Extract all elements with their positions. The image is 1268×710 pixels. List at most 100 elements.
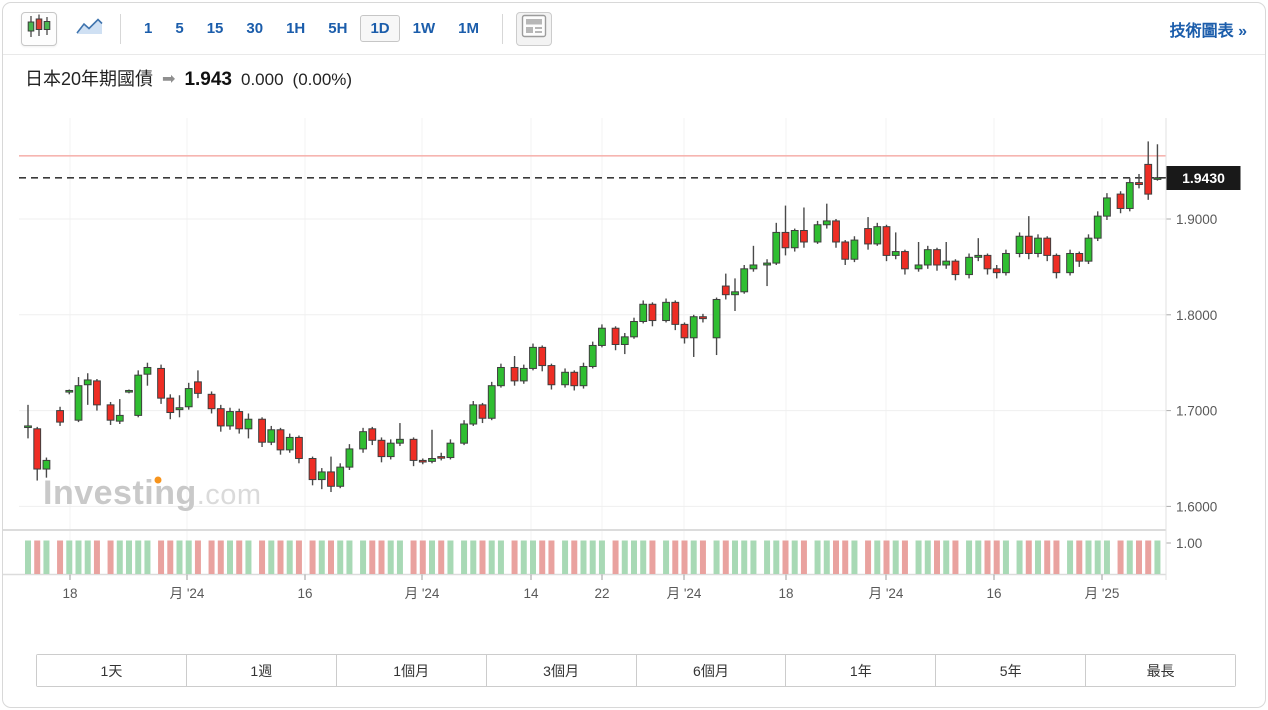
volume-bar	[589, 540, 596, 574]
arrow-right-icon: ➡	[162, 71, 176, 88]
candlestick-icon	[25, 12, 53, 45]
interval-1h[interactable]: 1H	[286, 20, 306, 37]
candle-body	[166, 397, 175, 414]
y-axis-label: 1.8000	[1176, 308, 1217, 323]
volume-bar	[447, 540, 454, 574]
volume-bar	[438, 540, 445, 574]
candle-body	[317, 471, 326, 481]
interval-1m[interactable]: 1M	[458, 20, 479, 37]
price-chart[interactable]: 1.9000 1.8000 1.7000 1.6000 1.00 Investing.co…	[3, 109, 1265, 623]
volume-bar	[1126, 540, 1133, 574]
volume-bar	[640, 540, 647, 574]
candle-body	[33, 428, 42, 470]
volume-bar	[369, 540, 376, 574]
range-button-6[interactable]: 5年	[936, 655, 1087, 686]
volume-bar	[548, 540, 555, 574]
candle-body	[143, 366, 152, 375]
x-axis-label: 18	[62, 586, 77, 601]
volume-bar	[286, 540, 293, 574]
volume-bar	[966, 540, 973, 574]
candle-body	[437, 456, 446, 459]
candle-body	[671, 301, 680, 325]
candle-body	[157, 367, 165, 399]
volume-bar	[1025, 540, 1032, 574]
interval-30[interactable]: 30	[246, 20, 264, 37]
volume-bar	[901, 540, 908, 574]
volume-bar	[915, 540, 922, 574]
volume-bar	[924, 540, 931, 574]
volume-bar	[1085, 540, 1092, 574]
volume-bar	[126, 540, 132, 574]
candle-body	[175, 407, 184, 411]
volume-bar	[268, 540, 275, 574]
volume-bar	[823, 540, 830, 574]
range-button-0[interactable]: 1天	[37, 655, 187, 686]
volume-bar	[57, 540, 64, 574]
volume-bar	[713, 540, 720, 574]
volume-bar	[470, 540, 477, 574]
volume-bar	[649, 540, 656, 574]
volume-bar	[571, 540, 578, 574]
volume-bar	[993, 540, 1000, 574]
candle-body	[841, 241, 850, 260]
interval-1[interactable]: 1	[144, 20, 153, 37]
candle-body	[244, 418, 253, 430]
chart-area[interactable]: 1.9000 1.8000 1.7000 1.6000 1.00 Investing.co…	[3, 109, 1265, 623]
volume-bar	[984, 540, 991, 574]
candle-body	[460, 423, 468, 444]
news-button[interactable]	[515, 11, 552, 46]
volume-bar	[309, 540, 316, 574]
interval-1w[interactable]: 1W	[412, 20, 436, 37]
candle-body	[873, 226, 882, 245]
x-axis-label: 18	[778, 586, 793, 601]
y-axis-label: 1.9000	[1176, 212, 1217, 227]
range-button-2[interactable]: 1個月	[336, 655, 487, 686]
volume-bar	[883, 540, 890, 574]
candle-body	[763, 262, 771, 266]
technical-chart-link[interactable]: 技術圖表 »	[1169, 22, 1247, 40]
area-chart-button[interactable]	[71, 12, 107, 46]
volume-bar	[764, 540, 771, 574]
volume-bar	[135, 540, 142, 574]
candle-body	[639, 303, 648, 323]
candlestick-chart-button[interactable]	[21, 11, 57, 46]
candle-body	[923, 249, 932, 266]
volume-bar	[791, 540, 798, 574]
candle-body	[1144, 163, 1153, 195]
candle-body	[207, 393, 216, 410]
volume-bar	[598, 540, 605, 574]
candle-body	[359, 431, 367, 450]
range-button-7[interactable]: 最長	[1086, 655, 1235, 686]
volume-bar	[1117, 540, 1124, 574]
volume-bar	[227, 540, 233, 574]
candle-body	[1043, 237, 1052, 256]
volume-bar	[396, 540, 403, 574]
volume-bar	[429, 540, 435, 574]
range-button-1[interactable]: 1週	[186, 655, 337, 686]
candle-body	[588, 344, 597, 368]
range-button-3[interactable]: 3個月	[486, 655, 637, 686]
volume-bar	[107, 540, 114, 574]
candle-body	[235, 411, 244, 430]
price-change: 0.000	[240, 70, 284, 89]
interval-5[interactable]: 5	[175, 20, 184, 37]
range-button-4[interactable]: 6個月	[636, 655, 787, 686]
candle-body	[336, 466, 345, 487]
candle-body	[570, 371, 579, 387]
candle-body	[579, 366, 588, 387]
interval-15[interactable]: 15	[206, 20, 224, 37]
range-button-5[interactable]: 1年	[786, 655, 937, 686]
candle-body	[510, 366, 519, 382]
x-axis-label: 14	[523, 586, 539, 601]
volume-bar	[410, 540, 417, 574]
x-axis-label: 月 '24	[869, 586, 904, 601]
interval-1d[interactable]: 1D	[360, 15, 400, 42]
interval-5h[interactable]: 5H	[328, 20, 348, 37]
price-change-percent: (0.00%)	[292, 70, 353, 89]
volume-bar	[497, 540, 504, 574]
volume-bar	[328, 540, 334, 574]
volume-bar	[851, 540, 858, 574]
candle-body	[772, 231, 781, 264]
volume-bar	[217, 540, 224, 574]
investing-watermark: Investing.com	[43, 474, 262, 512]
